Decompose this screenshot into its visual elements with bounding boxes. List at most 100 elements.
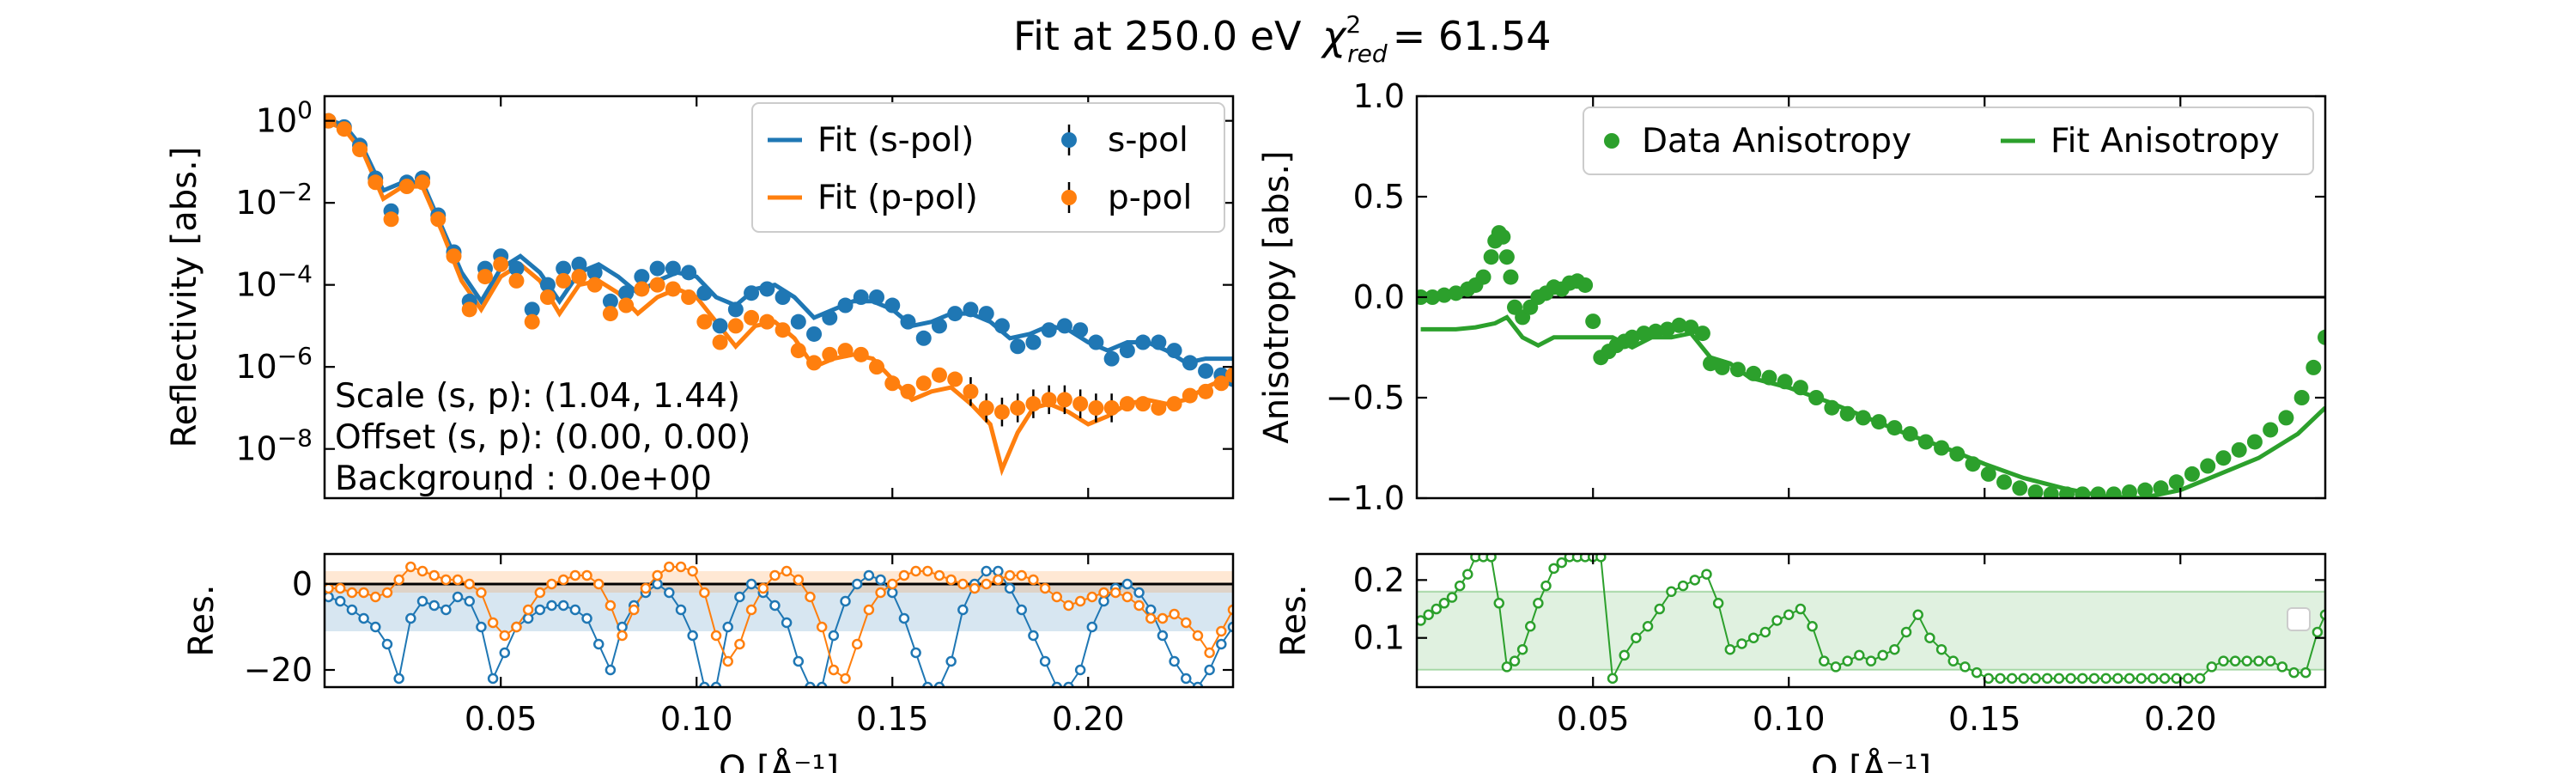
- p-pol-point: [696, 313, 713, 330]
- s-pol-point: [539, 277, 556, 293]
- data-anisotropy-point: [2278, 410, 2294, 426]
- p-pol-point: [618, 297, 635, 313]
- p-pol-residual-point: [1028, 574, 1039, 586]
- data-anisotropy-point: [1746, 365, 1762, 381]
- anisotropy-residual-point: [1771, 615, 1783, 626]
- background-annotation: Background : 0.0e+00: [335, 460, 712, 498]
- anisotropy-residual-point: [2112, 673, 2123, 685]
- anisotropy-residual-point: [2206, 661, 2217, 673]
- p-pol-point: [368, 174, 384, 191]
- p-pol-residual-point: [652, 569, 663, 581]
- s-pol-point: [1088, 334, 1104, 350]
- p-pol-point: [1010, 399, 1026, 416]
- p-pol-point: [1119, 396, 1135, 412]
- plot-frame: [323, 94, 1235, 500]
- p-pol-point: [978, 399, 994, 416]
- s-pol-residual-point: [981, 565, 992, 577]
- p-pol-point: [1025, 396, 1042, 412]
- s-pol-point: [649, 260, 665, 277]
- anisotropy-residual-point: [1533, 598, 1544, 609]
- s-pol-residual-point: [1121, 578, 1133, 590]
- anisotropy-residual-point: [1889, 643, 1900, 655]
- anisotropy-residual-point: [1819, 655, 1830, 666]
- s-pol-residual-point: [793, 655, 805, 667]
- p-pol-point: [837, 343, 854, 359]
- p-pol-point: [446, 248, 462, 265]
- s-pol-residual-point: [875, 574, 886, 586]
- s-pol-residual-point: [428, 600, 440, 612]
- s-pol-residual-point: [1098, 595, 1109, 607]
- s-pol-residual-point: [781, 617, 793, 629]
- chi-superscript: 2: [1346, 10, 1361, 39]
- p-pol-residual-point: [981, 578, 992, 590]
- p-pol-point: [1056, 392, 1072, 408]
- s-pol-point: [634, 269, 650, 285]
- p-pol-point: [869, 359, 885, 375]
- p-pol-point: [775, 322, 791, 338]
- s-pol-point: [978, 306, 994, 322]
- s-pol-residual-point: [476, 621, 487, 633]
- x-axis-label: Q [Å⁻¹]: [719, 747, 839, 773]
- p-pol-residual-point: [1121, 591, 1133, 603]
- anisotropy-residual-point: [1842, 655, 1853, 666]
- p-pol-point: [1041, 392, 1057, 408]
- p-pol-point: [947, 371, 963, 387]
- p-pol-residual-point: [1063, 600, 1074, 612]
- s-pol-residual-point: [581, 612, 592, 624]
- data-anisotropy-point: [1934, 440, 1950, 456]
- y-axis-label: Reflectivity [abs.]: [165, 147, 204, 448]
- chi-value: = 61.54: [1393, 13, 1552, 59]
- p-pol-residual-point: [546, 578, 557, 590]
- p-pol-point: [665, 281, 681, 297]
- s-pol-point: [884, 297, 901, 313]
- p-pol-point: [1225, 367, 1233, 383]
- anisotropy-residual-point: [1493, 598, 1505, 609]
- data-anisotropy-point: [1980, 466, 1996, 482]
- s-pol-point: [963, 301, 979, 318]
- y-tick-label: 10−2: [235, 178, 313, 222]
- s-pol-point: [931, 318, 947, 334]
- p-pol-residual-point: [1145, 612, 1157, 624]
- p-pol-residual-point: [1016, 569, 1027, 581]
- p-pol-residual-point: [781, 565, 793, 577]
- data-anisotropy-point: [1729, 362, 1746, 378]
- p-pol-residual-point: [358, 587, 369, 599]
- anisotropy-residual-point: [1642, 620, 1654, 632]
- data-anisotropy-point: [1495, 228, 1511, 245]
- y-tick-label: 0: [292, 565, 313, 603]
- data-anisotropy-point: [1703, 356, 1719, 372]
- p-pol-residual-point: [828, 664, 840, 676]
- y-tick-label: 0.0: [1353, 278, 1405, 316]
- s-pol-residual-point: [557, 600, 569, 612]
- data-anisotropy-point: [1577, 277, 1594, 293]
- anisotropy-residual-point: [2041, 673, 2053, 685]
- data-anisotropy-point: [1808, 390, 1825, 405]
- x-tick-label: 0.10: [660, 700, 733, 738]
- p-pol-residual-point: [464, 578, 475, 590]
- s-pol-point: [712, 318, 728, 334]
- s-pol-point: [586, 265, 603, 281]
- y-tick-label: 0.2: [1353, 561, 1405, 599]
- s-pol-residual-point: [452, 591, 464, 603]
- p-pol-point: [477, 269, 493, 285]
- p-pol-residual-point: [511, 621, 522, 633]
- s-pol-residual-point: [745, 578, 757, 590]
- p-pol-residual-point: [945, 574, 957, 586]
- p-pol-point: [853, 346, 869, 362]
- anisotropy-residual-point: [1712, 598, 1724, 609]
- legend-label-fit-s: Fit (s-pol): [817, 121, 974, 160]
- s-pol-point: [900, 313, 916, 330]
- s-pol-residual-point: [546, 600, 557, 612]
- p-pol-residual-point: [710, 630, 722, 642]
- legend-marker-p: [1061, 190, 1077, 205]
- s-pol-point: [853, 289, 869, 305]
- p-pol-residual-point: [851, 638, 863, 650]
- anisotropy-residual-point: [1995, 673, 2006, 685]
- x-tick-label: 0.10: [1753, 700, 1826, 738]
- p-pol-residual-point: [346, 587, 358, 599]
- p-pol-residual-point: [664, 561, 675, 573]
- anisotropy-residual-point: [2253, 655, 2264, 666]
- p-pol-residual-point: [863, 604, 875, 616]
- s-pol-point: [727, 301, 744, 318]
- s-pol-point: [1166, 343, 1182, 359]
